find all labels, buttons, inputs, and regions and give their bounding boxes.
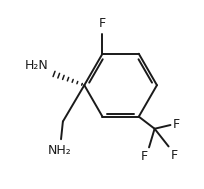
Text: F: F	[99, 17, 106, 30]
Text: H₂N: H₂N	[25, 59, 48, 72]
Text: NH₂: NH₂	[48, 144, 72, 157]
Text: F: F	[173, 118, 180, 131]
Text: F: F	[171, 149, 178, 162]
Text: F: F	[141, 150, 148, 163]
